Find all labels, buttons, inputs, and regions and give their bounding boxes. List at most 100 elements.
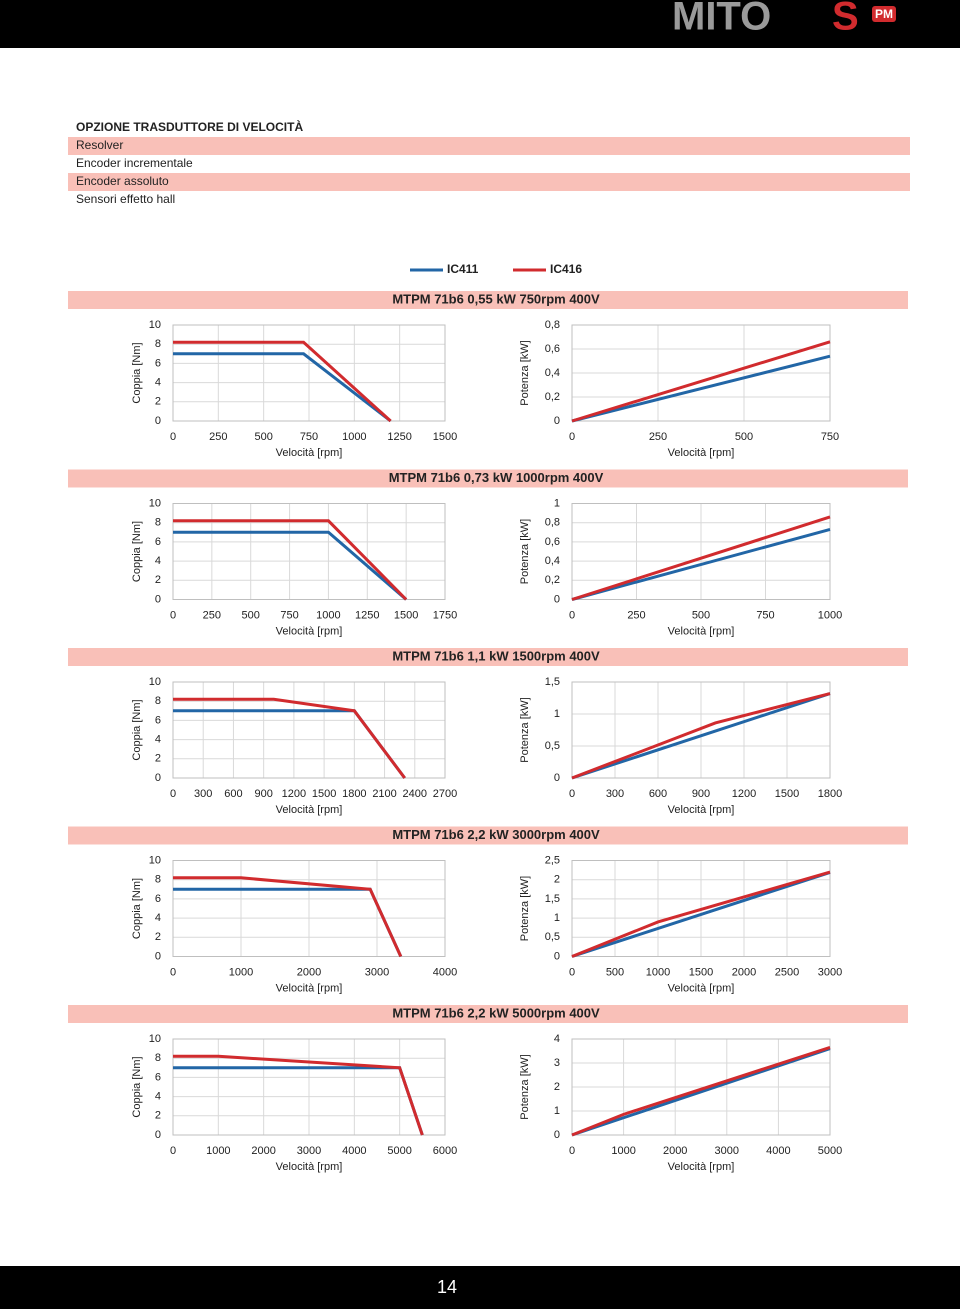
- y-tick-label: 0,8: [545, 517, 560, 529]
- series-line: [571, 870, 831, 958]
- x-tick-label: 1800: [342, 788, 366, 800]
- series-line: [571, 692, 831, 780]
- series-line: [173, 876, 403, 958]
- y-tick-label: 0,6: [545, 536, 560, 548]
- x-axis-title: Velocità [rpm]: [668, 982, 735, 994]
- y-axis-title: Coppia [Nm]: [131, 1056, 143, 1117]
- x-tick-label: 500: [606, 966, 624, 978]
- y-tick-label: 10: [149, 854, 161, 866]
- y-tick-label: 0,8: [545, 319, 560, 331]
- x-tick-label: 1500: [433, 431, 457, 443]
- section-bar: [68, 648, 908, 666]
- x-tick-label: 1200: [732, 788, 756, 800]
- x-tick-label: 1500: [689, 966, 713, 978]
- series-line: [571, 527, 831, 601]
- options-title: OPZIONE TRASDUTTORE DI VELOCITÀ: [76, 119, 303, 134]
- x-tick-label: 900: [254, 788, 272, 800]
- x-axis-title: Velocità [rpm]: [276, 804, 343, 816]
- x-tick-label: 0: [569, 788, 575, 800]
- y-tick-label: 8: [155, 338, 161, 350]
- y-tick-label: 0,5: [545, 931, 560, 943]
- section-bar: [68, 826, 908, 845]
- x-tick-label: 750: [280, 609, 298, 621]
- series-line: [173, 697, 406, 779]
- series-line: [571, 870, 831, 958]
- x-tick-label: 2700: [433, 788, 457, 800]
- x-axis-title: Velocità [rpm]: [276, 447, 343, 459]
- series-line: [173, 530, 408, 601]
- y-tick-label: 1: [554, 1105, 560, 1117]
- x-tick-label: 1000: [342, 431, 366, 443]
- row-band: [68, 173, 910, 191]
- y-tick-label: 0,4: [545, 555, 560, 567]
- y-tick-label: 2,5: [545, 854, 560, 866]
- y-axis-title: Coppia [Nm]: [131, 342, 143, 403]
- series-line: [173, 519, 408, 601]
- x-axis-title: Velocità [rpm]: [668, 625, 735, 637]
- x-tick-label: 750: [300, 431, 318, 443]
- x-tick-label: 1500: [775, 788, 799, 800]
- y-tick-label: 2: [155, 931, 161, 943]
- y-tick-label: 6: [155, 714, 161, 726]
- x-tick-label: 2100: [372, 788, 396, 800]
- option-row: Encoder incrementale: [76, 156, 193, 170]
- x-tick-label: 0: [569, 966, 575, 978]
- y-tick-label: 2: [554, 1081, 560, 1093]
- logo: MITO: [672, 0, 771, 39]
- y-tick-label: 0: [155, 415, 161, 427]
- y-tick-label: 0,6: [545, 343, 560, 355]
- x-tick-label: 600: [649, 788, 667, 800]
- x-axis-title: Velocità [rpm]: [668, 447, 735, 459]
- y-tick-label: 6: [155, 357, 161, 369]
- badge: PM: [875, 7, 893, 21]
- x-tick-label: 0: [170, 966, 176, 978]
- y-axis-title: Coppia [Nm]: [131, 878, 143, 939]
- y-tick-label: 0: [554, 593, 560, 605]
- x-tick-label: 4000: [342, 1145, 366, 1157]
- x-tick-label: 500: [254, 431, 272, 443]
- plot-frame: [571, 681, 831, 779]
- plot-frame: [172, 503, 446, 600]
- plot-frame: [571, 324, 831, 422]
- badge-box: [872, 6, 896, 22]
- x-tick-label: 1000: [206, 1145, 230, 1157]
- series-line: [173, 340, 392, 423]
- series-line: [173, 1054, 424, 1136]
- plot-frame: [172, 324, 446, 422]
- y-tick-label: 0: [155, 593, 161, 605]
- y-tick-label: 0: [155, 772, 161, 784]
- x-tick-label: 1000: [316, 609, 340, 621]
- x-tick-label: 0: [569, 1145, 575, 1157]
- y-tick-label: 0: [155, 1129, 161, 1141]
- x-tick-label: 5000: [818, 1145, 842, 1157]
- y-tick-label: 0,5: [545, 740, 560, 752]
- y-tick-label: 4: [155, 555, 161, 567]
- y-tick-label: 6: [155, 893, 161, 905]
- series-line: [571, 1045, 831, 1137]
- x-tick-label: 1000: [611, 1145, 635, 1157]
- y-axis-title: Coppia [Nm]: [131, 699, 143, 760]
- option-row: Sensori effetto hall: [76, 192, 175, 206]
- x-tick-label: 2000: [663, 1145, 687, 1157]
- section-title: MTPM 71b6 2,2 kW 5000rpm 400V: [392, 1005, 600, 1020]
- x-tick-label: 2400: [403, 788, 427, 800]
- x-tick-label: 900: [692, 788, 710, 800]
- plot-frame: [172, 1038, 446, 1136]
- x-axis-title: Velocità [rpm]: [668, 804, 735, 816]
- plot-frame: [172, 681, 446, 779]
- x-tick-label: 1750: [433, 609, 457, 621]
- y-tick-label: 1: [554, 708, 560, 720]
- section-bar: [68, 1005, 908, 1023]
- x-tick-label: 250: [203, 609, 221, 621]
- y-tick-label: 8: [155, 695, 161, 707]
- y-axis-title: Potenza [kW]: [519, 876, 531, 941]
- y-tick-label: 4: [155, 1091, 161, 1103]
- y-tick-label: 1: [554, 912, 560, 924]
- y-tick-label: 1: [554, 497, 560, 509]
- y-tick-label: 6: [155, 536, 161, 548]
- option-row: Encoder assoluto: [76, 174, 169, 188]
- x-tick-label: 5000: [387, 1145, 411, 1157]
- y-tick-label: 10: [149, 676, 161, 688]
- x-tick-label: 0: [170, 431, 176, 443]
